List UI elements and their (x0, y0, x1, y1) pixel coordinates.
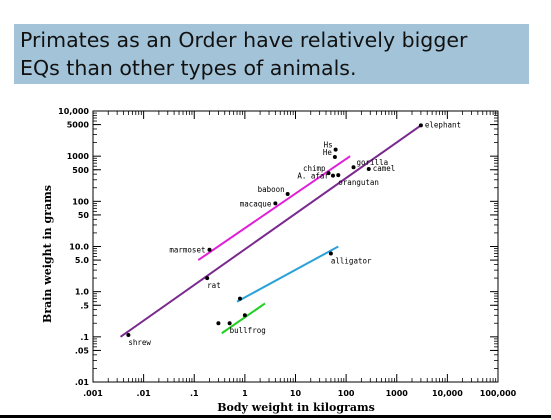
point-label: He (323, 148, 333, 157)
data-point (332, 154, 337, 159)
data-point (326, 171, 331, 176)
y-tick-label: 1.0 (75, 288, 90, 297)
x-tick-label: 100,000 (480, 389, 517, 398)
data-point (273, 201, 278, 206)
x-tick-label: .001 (83, 389, 103, 398)
slide-title-line-2: EQs than other types of animals. (20, 56, 357, 80)
point-label: macaque (240, 199, 272, 208)
data-point (366, 166, 371, 171)
x-tick-label: 1 (242, 389, 248, 398)
point-label: bullfrog (230, 326, 266, 335)
y-tick-label: 5.0 (75, 256, 90, 265)
y-tick-label: 10.0 (69, 243, 89, 252)
regression-line-reptiles (236, 245, 339, 303)
data-point (330, 173, 335, 178)
point-label: Hs (324, 141, 333, 150)
point-label: shrew (128, 338, 151, 347)
point-label: elephant (425, 120, 461, 129)
point-label: alligator (331, 256, 372, 265)
major-ticks: .001 .01 .1 1 10 100 1000 10,000 100,000 10,000 50… (58, 107, 517, 398)
y-tick-label: 50 (78, 211, 90, 220)
plot-frame (92, 110, 499, 383)
slide-title-line-1: Primates as an Order have relatively big… (20, 28, 468, 52)
y-tick-label: 5000 (67, 121, 90, 130)
data-point (205, 276, 210, 281)
data-point (336, 173, 341, 178)
data-point (126, 332, 131, 337)
point-label: camel (373, 164, 396, 173)
x-tick-label: .01 (137, 389, 152, 398)
bottom-rule (0, 415, 551, 418)
y-tick-label: 10,000 (58, 107, 89, 116)
data-point (237, 296, 242, 301)
data-point (418, 123, 423, 128)
data-point (216, 321, 221, 326)
regression-line-primates (197, 155, 351, 261)
y-tick-label: 1000 (67, 152, 90, 161)
y-tick-label: 100 (72, 197, 89, 206)
title-highlight-box (14, 24, 529, 84)
minor-ticks (93, 111, 498, 382)
y-tick-label: 500 (72, 166, 89, 175)
data-point (207, 247, 212, 252)
y-tick-label: .5 (80, 301, 89, 310)
point-label: gorilla (357, 158, 389, 167)
x-tick-label: .1 (190, 389, 199, 398)
regression-line-mammals (119, 124, 422, 338)
point-label: marmoset (169, 246, 205, 255)
point-label: rat (207, 281, 221, 290)
data-point (328, 251, 333, 256)
y-axis-title: Brain weight in grams (41, 185, 54, 323)
x-tick-label: 1000 (386, 389, 409, 398)
regression-lines (119, 124, 422, 338)
point-label: chimp (303, 164, 326, 173)
data-point (285, 192, 290, 197)
data-point (351, 165, 356, 170)
data-point (242, 313, 247, 318)
point-label: orangutan (338, 178, 379, 187)
y-tick-label: .01 (75, 378, 90, 387)
x-tick-label: 10 (290, 389, 302, 398)
point-label: A. afar (297, 172, 329, 181)
point-label: baboon (258, 185, 285, 194)
x-tick-label: 100 (338, 389, 355, 398)
y-tick-label: .1 (80, 333, 89, 342)
data-point (333, 147, 338, 152)
data-point (227, 321, 232, 326)
x-axis-title: Body weight in kilograms (217, 401, 375, 414)
x-tick-label: 10,000 (432, 389, 463, 398)
regression-line-amphibians (221, 302, 266, 335)
y-tick-label: .05 (75, 346, 90, 355)
